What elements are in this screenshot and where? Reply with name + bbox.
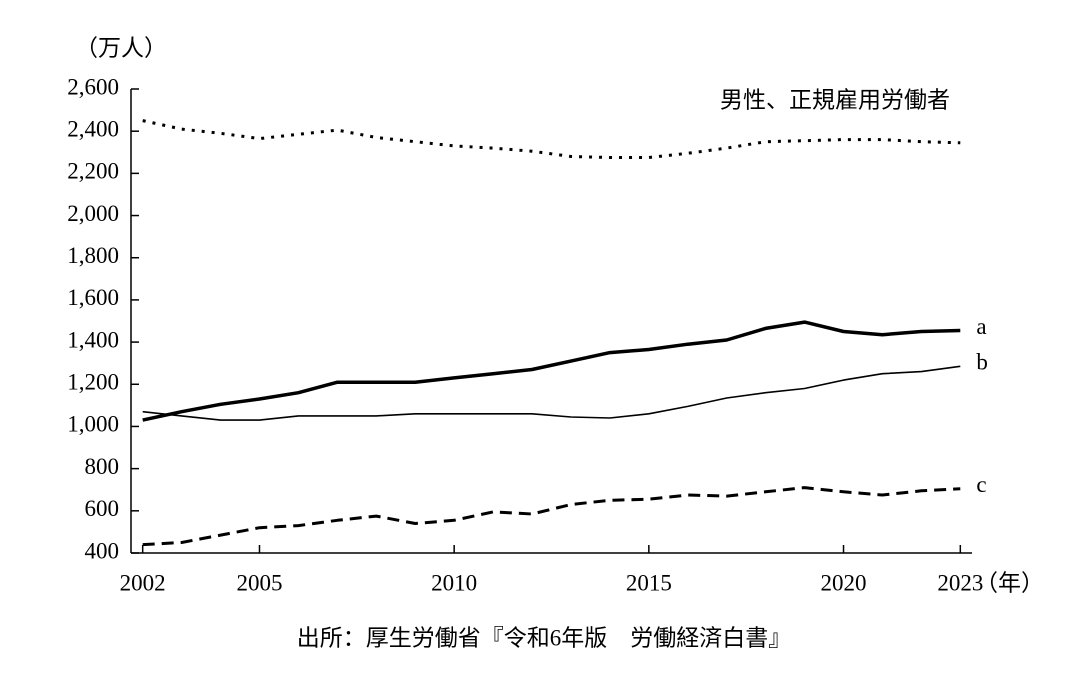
y-tick-label: 1,200 [67, 370, 119, 395]
y-tick-label: 2,400 [67, 116, 119, 141]
x-tick-label: 2002 [120, 570, 166, 595]
series-line [142, 486, 961, 547]
y-tick-label: 2,200 [67, 159, 119, 184]
y-tick-label: 1,800 [67, 243, 119, 268]
y-tick-label: 400 [85, 538, 120, 563]
series-line [142, 119, 961, 159]
y-tick-label: 1,000 [67, 412, 119, 437]
y-tick-label: 800 [85, 454, 120, 479]
series-line [142, 365, 961, 421]
x-tick-label: 2023 [937, 570, 983, 595]
x-tick-label: 2015 [626, 570, 672, 595]
series-label: b [976, 350, 988, 375]
series-line [142, 320, 961, 422]
y-unit: （万人） [75, 35, 167, 60]
y-tick-label: 2,000 [67, 201, 119, 226]
y-tick-label: 600 [85, 496, 120, 521]
x-tick-label: 2010 [431, 570, 477, 595]
x-tick-label: 2020 [821, 570, 867, 595]
series-label: 男性、正規雇用労働者 [720, 87, 950, 112]
source: 出所：厚生労働省『令和6年版 労働経済白書』 [297, 625, 792, 650]
series-label: c [976, 472, 986, 497]
x-unit: （年） [975, 570, 1044, 595]
series-label: a [976, 314, 986, 339]
y-tick-label: 2,600 [67, 74, 119, 99]
y-tick-label: 1,400 [67, 327, 119, 352]
y-tick-label: 1,600 [67, 285, 119, 310]
x-tick-label: 2005 [236, 570, 282, 595]
